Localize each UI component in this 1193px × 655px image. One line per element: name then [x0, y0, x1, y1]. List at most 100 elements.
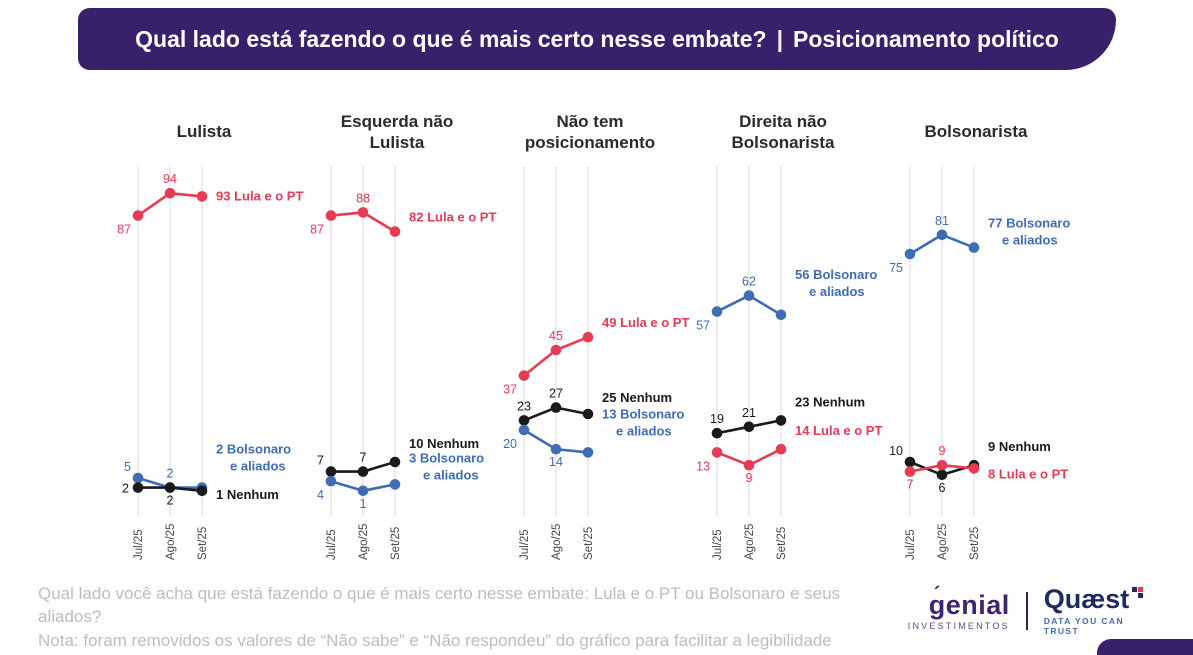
data-point — [904, 466, 916, 477]
series-end-label-line: 13 Bolsonaro — [602, 406, 684, 421]
series-end-label-line: 14 Lula e o PT — [795, 423, 882, 438]
x-tick-label: Ago/25 — [551, 524, 563, 560]
logo-divider — [1025, 592, 1028, 630]
survey-question: Qual lado você acha que está fazendo o q… — [38, 584, 841, 627]
point-value-label: 87 — [310, 223, 324, 237]
data-point — [936, 469, 948, 481]
data-point — [357, 466, 369, 477]
footer: Qual lado você acha que está fazendo o q… — [0, 566, 1193, 652]
point-value-label: 7 — [360, 451, 367, 465]
series-end-label-line: e aliados — [616, 423, 672, 438]
data-point — [582, 408, 594, 420]
series-end-label: 2 Bolsonaro e aliados — [216, 442, 291, 474]
genial-name-text: genial — [928, 589, 1010, 620]
logos: ´ genial INVESTIMENTOS Quæst DATA YOU CA… — [908, 582, 1163, 636]
panel-chart: Jul/25 Ago/25 Set/25 37 45 49 Lula e o PT 23 27… — [503, 166, 689, 560]
series-end-label: 9 Nenhum — [988, 439, 1051, 454]
title-separator: | — [776, 25, 784, 52]
point-value-label: 9 — [939, 444, 946, 458]
series-end-label: 13 Bolsonaro e aliados — [602, 406, 684, 438]
quaest-logo: Quæst DATA YOU CAN TRUST — [1044, 586, 1163, 636]
grid-plus-icon — [1132, 587, 1144, 598]
page-subtitle: Posicionamento político — [793, 25, 1059, 52]
data-point — [743, 290, 755, 301]
panel-title: Lulista — [176, 122, 232, 142]
x-tick-label: Jul/25 — [326, 529, 338, 560]
x-tick-label: Set/25 — [197, 527, 209, 560]
data-point — [196, 191, 208, 202]
point-value-label: 57 — [696, 319, 710, 333]
x-tick-label: Ago/25 — [937, 524, 949, 560]
accent-mark-icon: ´ — [933, 583, 941, 606]
data-point — [164, 482, 176, 493]
x-tick-label: Set/25 — [969, 527, 981, 560]
point-value-label: 4 — [317, 488, 324, 502]
point-value-label: 7 — [907, 478, 914, 492]
data-point — [164, 187, 176, 199]
data-point — [775, 309, 787, 321]
series-end-label-line: 8 Lula e o PT — [988, 466, 1068, 481]
data-point — [968, 463, 980, 474]
point-value-label: 5 — [124, 460, 131, 474]
x-tick-label: Jul/25 — [133, 529, 145, 560]
panel-chart: Jul/25 Ago/25 Set/25 87 94 93 Lula e o PT 5 2 2 … — [117, 166, 303, 560]
data-point — [357, 485, 369, 497]
panel-title: Esquerda não Lulista — [340, 111, 454, 152]
point-value-label: 62 — [742, 275, 756, 289]
point-value-label: 23 — [517, 399, 531, 413]
point-value-label: 37 — [503, 383, 517, 397]
data-point — [132, 210, 144, 221]
page-title: Qual lado está fazendo o que é mais cert… — [135, 25, 767, 52]
data-point — [389, 226, 401, 237]
series-end-label-line: 1 Nenhum — [216, 487, 279, 502]
data-point — [518, 415, 530, 426]
quaest-wordmark: Quæst — [1043, 584, 1130, 614]
point-value-label: 7 — [317, 454, 324, 468]
data-point — [743, 459, 755, 471]
data-point — [968, 242, 980, 253]
data-point — [196, 485, 208, 497]
series-end-label: 77 Bolsonaro e aliados — [988, 216, 1070, 248]
series-end-label: 3 Bolsonaro e aliados — [409, 450, 484, 482]
panel-chart: Jul/25 Ago/25 Set/25 87 88 82 Lula e o PT 7 7 10… — [310, 166, 496, 560]
genial-wordmark: ´ genial — [928, 585, 1010, 620]
data-point — [936, 229, 948, 241]
point-value-label: 45 — [549, 329, 563, 343]
data-point — [389, 479, 401, 490]
data-point — [775, 443, 787, 455]
point-value-label: 88 — [356, 191, 370, 205]
data-point — [132, 482, 144, 493]
point-value-label: 94 — [163, 172, 177, 186]
x-tick-label: Jul/25 — [519, 529, 531, 560]
series-end-label-line: e aliados — [423, 467, 479, 482]
series-end-label-line: 93 Lula e o PT — [216, 188, 303, 203]
series-end-label: 82 Lula e o PT — [409, 210, 496, 225]
series-end-label-line: 3 Bolsonaro — [409, 450, 484, 465]
data-point — [550, 344, 562, 356]
chart-panel: Não tem posicionamento Jul/25 Ago/25 Set/25… — [464, 102, 689, 566]
data-point — [550, 402, 562, 413]
data-point — [325, 475, 337, 487]
data-point — [936, 459, 948, 471]
x-tick-label: Ago/25 — [358, 524, 370, 560]
series-end-label-line: 10 Nenhum — [409, 436, 479, 451]
point-value-label: 9 — [746, 471, 753, 485]
series-end-label: 23 Nenhum — [795, 394, 865, 409]
data-point — [775, 415, 787, 426]
panel-chart: Jul/25 Ago/25 Set/25 75 81 77 Bolsonaro e alia… — [889, 166, 1070, 560]
data-point — [711, 447, 723, 458]
panel-title: Bolsonarista — [924, 122, 1028, 142]
footer-notes: Qual lado você acha que está fazendo o q… — [38, 582, 908, 652]
header-banner: Qual lado está fazendo o que é mais cert… — [78, 8, 1116, 70]
point-value-label: 14 — [549, 455, 563, 469]
data-point — [518, 424, 530, 436]
genial-tagline: INVESTIMENTOS — [907, 620, 1010, 631]
series-end-label: 8 Lula e o PT — [988, 466, 1068, 481]
series-end-label: 25 Nenhum — [602, 390, 672, 405]
series-end-label-line: 23 Nenhum — [795, 394, 865, 409]
x-tick-label: Ago/25 — [744, 524, 756, 560]
x-tick-label: Set/25 — [583, 527, 595, 560]
series-end-label-line: 49 Lula e o PT — [602, 315, 689, 330]
series-end-label-line: e aliados — [230, 459, 286, 474]
